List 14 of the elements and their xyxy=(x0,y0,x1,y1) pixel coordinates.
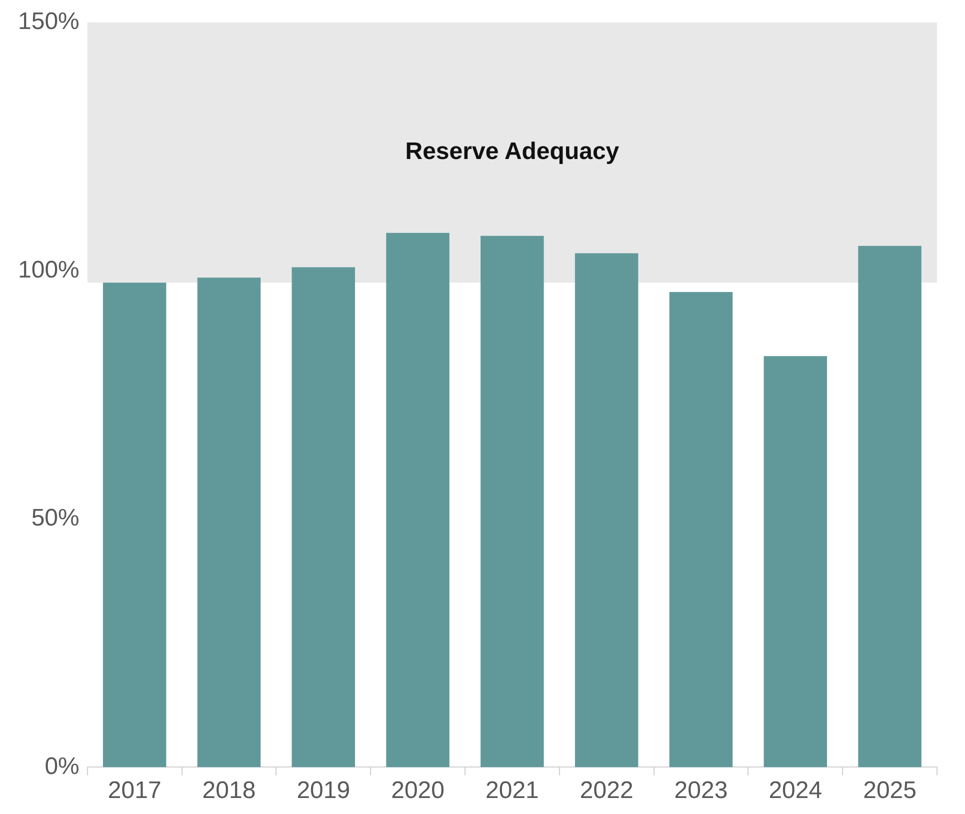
y-tick-label: 100% xyxy=(18,256,80,284)
x-tick-label: 2019 xyxy=(296,777,350,804)
x-tick-label: 2020 xyxy=(391,777,444,804)
y-tick-label: 150% xyxy=(18,8,80,36)
x-tick-label: 2018 xyxy=(202,777,256,804)
y-tick-label: 0% xyxy=(44,752,80,780)
x-tick-label: 2025 xyxy=(863,777,916,804)
y-tick-label: 50% xyxy=(31,504,80,532)
x-tick-label: 2023 xyxy=(674,777,728,804)
x-tick-label: 2017 xyxy=(108,777,162,804)
x-tick-label: 2022 xyxy=(580,777,634,804)
band-label: Reserve Adequacy xyxy=(405,138,620,166)
x-tick-label: 2024 xyxy=(768,777,822,804)
x-tick-label: 2021 xyxy=(485,777,539,804)
